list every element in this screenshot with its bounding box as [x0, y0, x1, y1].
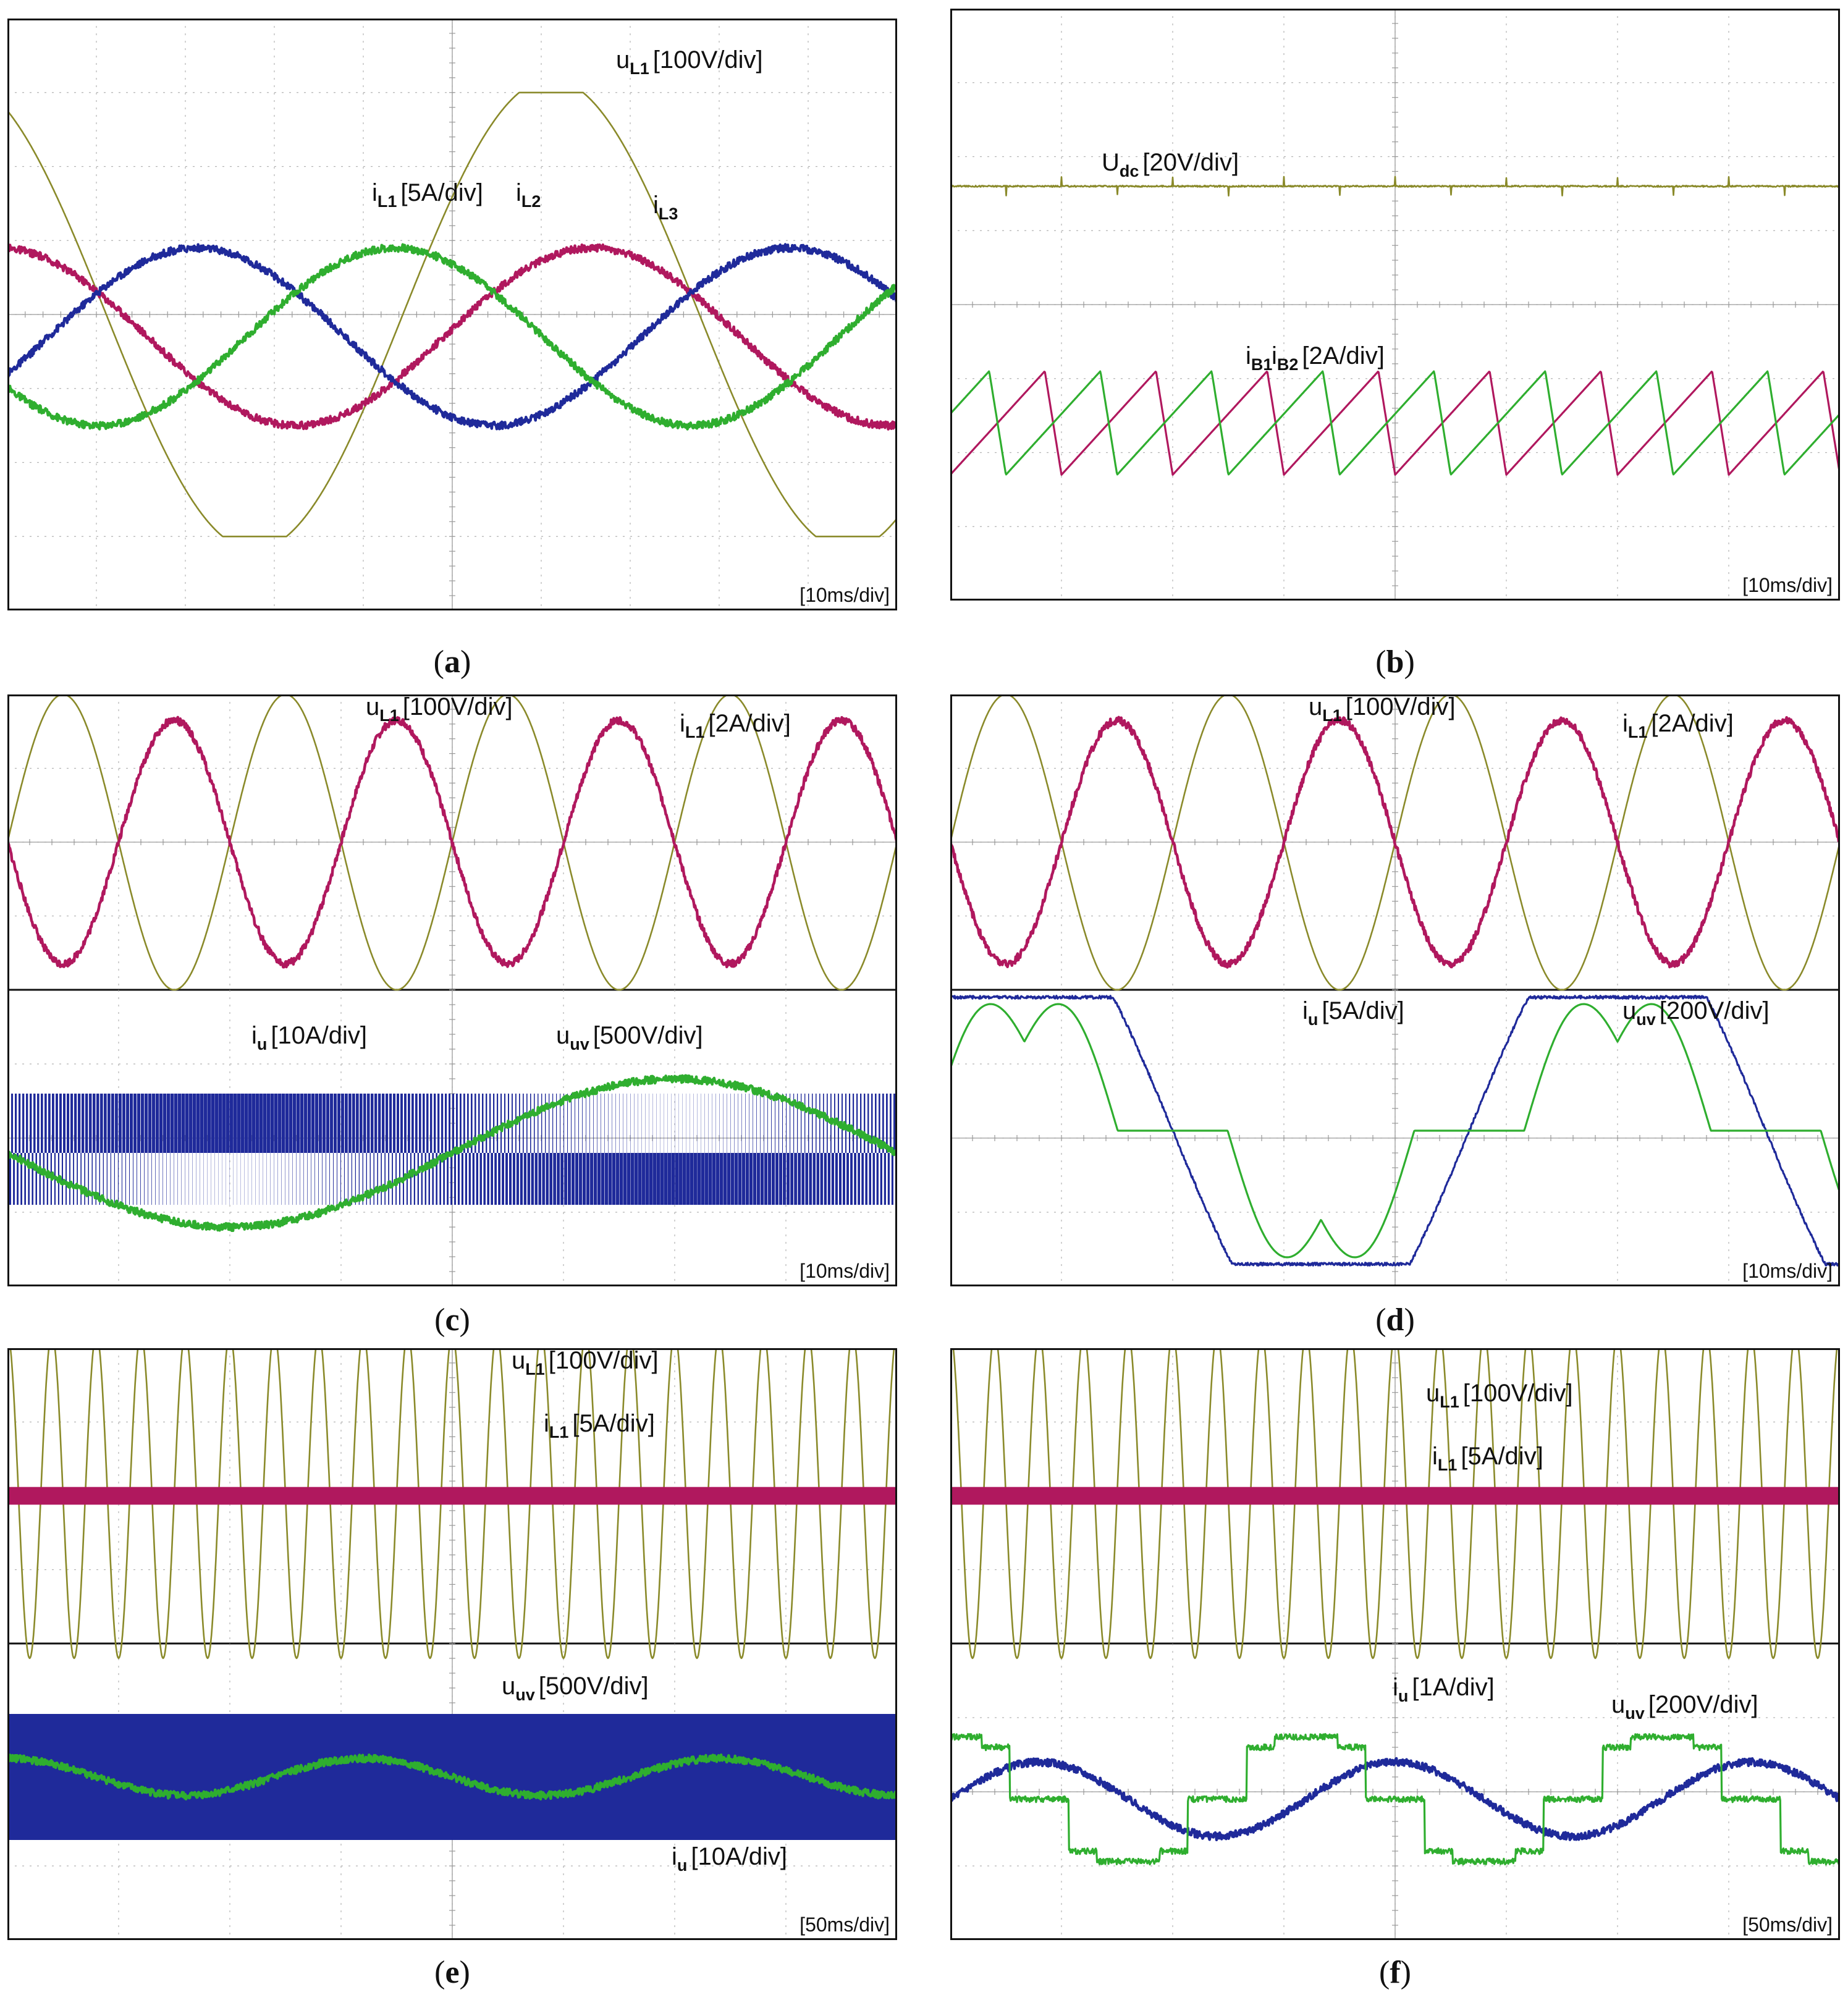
traces-c [7, 694, 897, 1233]
trace-label-ul1: uL1 [100V/div] [1309, 694, 1456, 725]
traces-e [7, 1348, 897, 1840]
trace-label-ul1: uL1 [100V/div] [512, 1348, 659, 1378]
trace-label-ib2: iB2 [2A/div] [1272, 342, 1385, 374]
traces-d [950, 694, 1840, 1267]
trace-label-il2: iL2 [516, 179, 541, 211]
trace-uL1 [952, 1348, 1838, 1660]
trace-label-iu: iu [10A/div] [251, 1022, 367, 1053]
caption-d: (d) [1375, 1302, 1415, 1338]
trace-iu [7, 1074, 897, 1233]
screen-frame [950, 1348, 1840, 1940]
trace-label-il1: iL1 [2A/div] [680, 710, 791, 741]
trace-iB1 [950, 371, 1840, 476]
trace-iL1 [7, 243, 897, 431]
trace-label-il1: iL1 [5A/div] [1432, 1443, 1543, 1474]
trace-label-ul1: uL1 [100V/div] [616, 46, 763, 78]
trace-iL1 [950, 1487, 1840, 1505]
timebase-label: [10ms/div] [800, 1260, 890, 1282]
trace-label-il3: iL3 [653, 192, 678, 223]
timebase-label: [10ms/div] [1742, 1260, 1833, 1282]
trace-label-uuv: uuv [500V/div] [502, 1673, 649, 1704]
trace-iB2 [950, 370, 1840, 476]
trace-label-iu: iu [5A/div] [1302, 997, 1404, 1029]
trace-label-ib1: iB1 [1246, 342, 1272, 374]
screen-frame [950, 694, 1840, 1286]
trace-iu [7, 1753, 897, 1801]
scope-panel-c: uL1 [100V/div] iL1 [2A/div] iu [10A/div] uuv [5… [7, 694, 897, 1286]
trace-label-ul1: uL1 [100V/div] [1426, 1380, 1573, 1411]
grid-a [7, 19, 897, 610]
scope-panel-b: Udc [20V/div] iB1 iB2 [2A/div] [10ms/div] [950, 9, 1840, 601]
trace-label-il1: iL1 [5A/div] [372, 179, 483, 211]
trace-label-udc: Udc [20V/div] [1102, 149, 1239, 180]
scope-screen-f: uL1 [100V/div] iL1 [5A/div] iu [1A/div] uuv [20… [950, 1348, 1840, 1940]
caption-b: (b) [1375, 644, 1415, 680]
timebase-label: [50ms/div] [1742, 1914, 1833, 1936]
scope-panel-d: uL1 [100V/div] iL1 [2A/div] iu [5A/div] uuv [20… [950, 694, 1840, 1286]
screen-frame [7, 19, 897, 610]
scope-panel-e: uL1 [100V/div] iL1 [5A/div] uuv [500V/div] iu[… [7, 1348, 897, 1940]
trace-label-ul1: uL1 [100V/div] [366, 694, 513, 725]
caption-e: (e) [434, 1955, 470, 1990]
scope-screen-c: uL1 [100V/div] iL1 [2A/div] iu [10A/div] uuv [5… [7, 694, 897, 1286]
trace-iL2 [7, 243, 897, 431]
trace-iu [950, 1732, 1840, 1866]
trace-label-il1: iL1 [2A/div] [1622, 710, 1734, 741]
grid-f [950, 1348, 1840, 1940]
timebase-label: [10ms/div] [1742, 574, 1833, 596]
trace-label-il1: iL1 [5A/div] [544, 1410, 655, 1441]
traces-f [950, 1348, 1840, 1866]
scope-screen-d: uL1 [100V/div] iL1 [2A/div] iu [5A/div] uuv [20… [950, 694, 1840, 1286]
trace-Udc [950, 175, 1840, 197]
trace-uuv [950, 1757, 1840, 1842]
trace-label-uuv: uuv [200V/div] [1611, 1691, 1758, 1723]
trace-uL1 [9, 1348, 895, 1660]
trace-label-uuv: uuv [200V/div] [1622, 997, 1770, 1029]
screen-frame [7, 694, 897, 1286]
trace-iL1 [7, 1487, 897, 1505]
screen-frame [950, 9, 1840, 601]
trace-iL3 [7, 243, 897, 431]
trace-uuv [950, 995, 1840, 1267]
trace-uuv [7, 1094, 897, 1205]
trace-iL1 [950, 715, 1840, 969]
timebase-label: [50ms/div] [800, 1914, 890, 1936]
screen-frame [7, 1348, 897, 1940]
scope-panel-a: uL1 [100V/div] iL1 [5A/div] iL2 iL3 [10ms/div] [7, 19, 897, 610]
trace-iu [950, 1003, 1840, 1259]
trace-uL1 [7, 91, 897, 538]
timebase-label: [10ms/div] [800, 584, 890, 606]
caption-a: (a) [433, 644, 471, 680]
trace-label-uuv: uuv [500V/div] [556, 1022, 703, 1053]
caption-f: (f) [1379, 1955, 1411, 1990]
trace-label-iu: iu [10A/div] [672, 1843, 787, 1875]
scope-screen-e: uL1 [100V/div] iL1 [5A/div] uuv [500V/div] iu[… [7, 1348, 897, 1940]
scope-screen-a: uL1 [100V/div] iL1 [5A/div] iL2 iL3 [10ms/div] [7, 19, 897, 610]
caption-c: (c) [434, 1302, 470, 1338]
traces-b [950, 175, 1840, 476]
scope-panel-f: uL1 [100V/div] iL1 [5A/div] iu [1A/div] uuv [20… [950, 1348, 1840, 1940]
traces-a [7, 91, 897, 538]
trace-iL1 [7, 715, 897, 969]
trace-label-iu: iu [1A/div] [1393, 1674, 1495, 1705]
grid-b [950, 9, 1840, 601]
